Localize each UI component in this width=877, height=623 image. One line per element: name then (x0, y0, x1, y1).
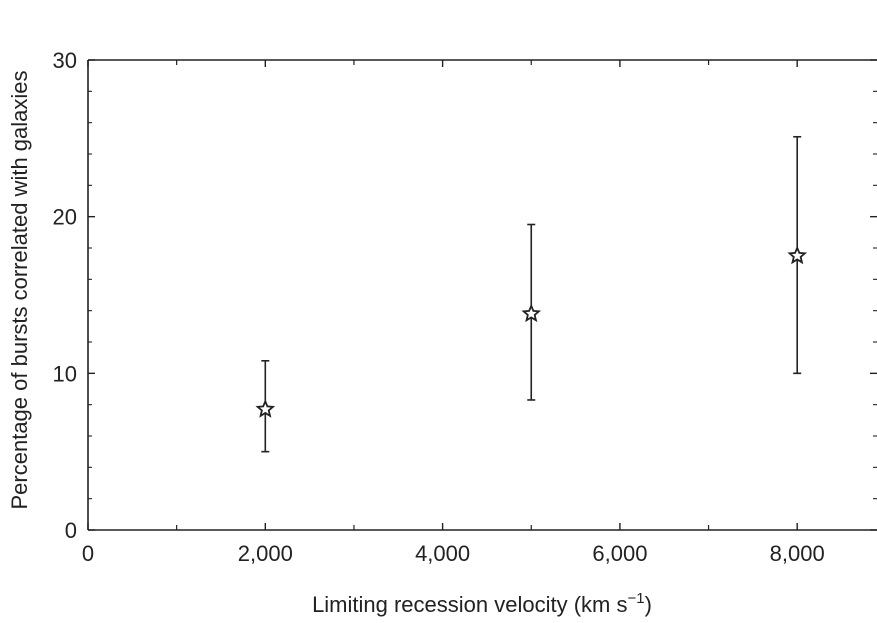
y-tick-label: 30 (53, 48, 77, 73)
star-marker (255, 399, 276, 418)
x-axis-title-main: Limiting recession velocity (km s (312, 592, 627, 617)
star-marker (787, 245, 808, 265)
data-point-group (255, 359, 276, 453)
x-axis-title-close: ) (645, 592, 652, 617)
y-tick-label: 10 (53, 361, 77, 386)
x-tick-label: 6,000 (592, 541, 647, 566)
x-axis-title: Limiting recession velocity (km s−1) (312, 590, 652, 617)
y-tick-label: 0 (65, 518, 77, 543)
axis-ticks (87, 59, 877, 531)
x-tick-label: 0 (82, 541, 94, 566)
tick-labels: 0 2,000 4,000 6,000 8,000 0 10 20 30 (53, 48, 825, 566)
data-point-group (521, 223, 542, 401)
y-tick-label: 20 (53, 205, 77, 230)
x-tick-label: 8,000 (770, 541, 825, 566)
data-points (255, 135, 808, 453)
y-axis-title: Percentage of bursts correlated with gal… (7, 70, 32, 509)
x-axis-title-superscript: −1 (628, 590, 645, 607)
plot-frame (87, 59, 877, 531)
x-tick-label: 4,000 (415, 541, 470, 566)
x-tick-label: 2,000 (238, 541, 293, 566)
star-marker (521, 303, 542, 323)
data-point-group (787, 135, 808, 375)
